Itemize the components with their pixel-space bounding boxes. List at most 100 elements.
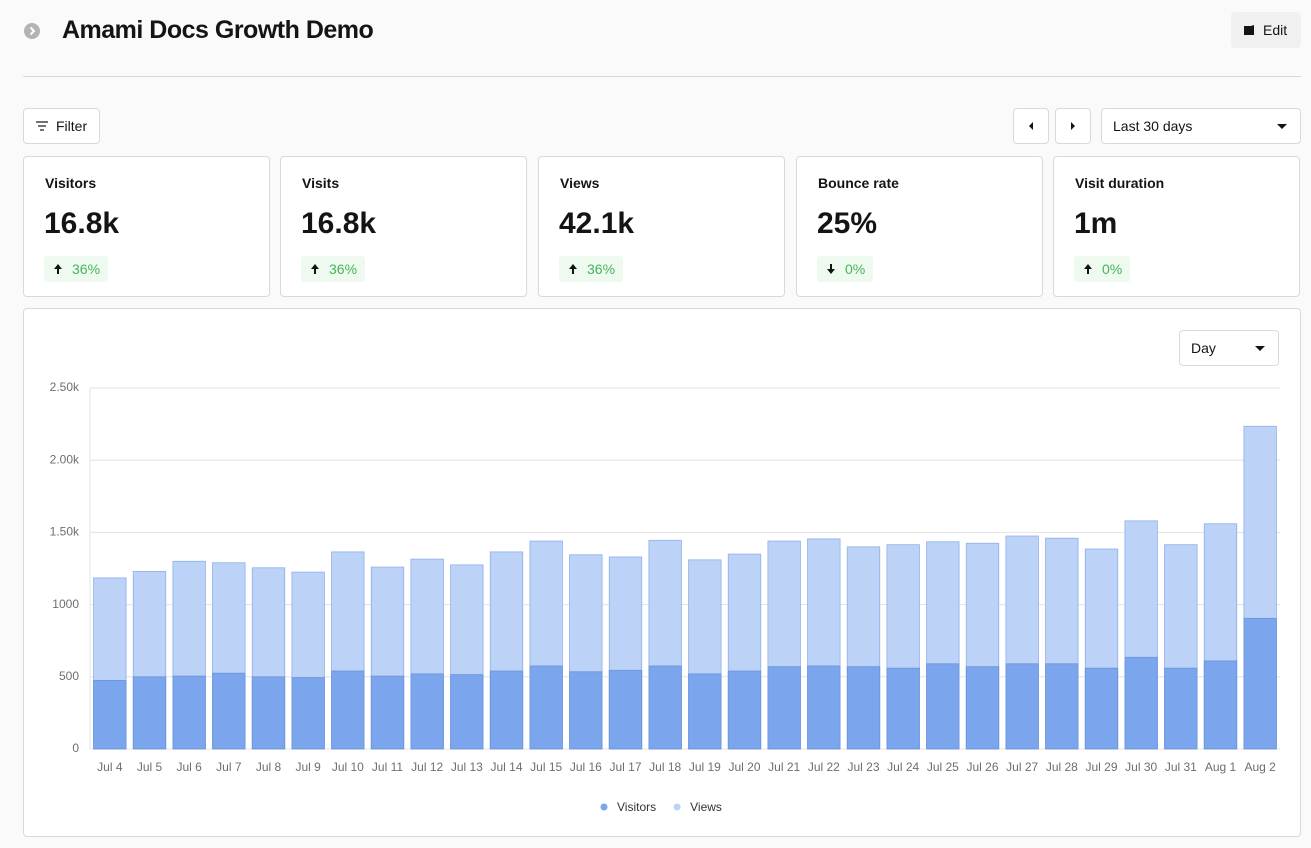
y-tick-label: 1000 xyxy=(52,597,79,611)
bar xyxy=(410,673,444,750)
x-tick-label: Jul 23 xyxy=(847,760,879,774)
x-tick-label: Jul 26 xyxy=(966,760,998,774)
page-title: Amami Docs Growth Demo xyxy=(62,16,374,44)
x-tick-label: Jul 4 xyxy=(97,760,123,774)
stat-value: 16.8k xyxy=(301,207,377,240)
unit-select[interactable]: Day xyxy=(1179,330,1279,366)
divider xyxy=(23,76,1301,77)
bar xyxy=(569,671,603,750)
x-tick-label: Jul 21 xyxy=(768,760,800,774)
x-tick-label: Jul 10 xyxy=(332,760,364,774)
x-tick-label: Jul 18 xyxy=(649,760,681,774)
stat-value: 25% xyxy=(817,207,878,240)
stat-card: Bounce rate 25% 0% xyxy=(796,156,1043,297)
y-tick-label: 0 xyxy=(72,741,79,755)
change-arrow xyxy=(311,264,319,274)
stat-change: 0% xyxy=(1074,256,1131,282)
y-tick-label: 2.00k xyxy=(50,452,80,466)
bar xyxy=(1045,663,1079,750)
x-tick-label: Aug 2 xyxy=(1244,760,1276,774)
bar xyxy=(926,663,960,750)
legend-label: Visitors xyxy=(617,800,656,814)
stat-change: 0% xyxy=(817,256,874,282)
bar xyxy=(846,666,881,750)
x-tick-label: Jul 6 xyxy=(176,760,202,774)
bar xyxy=(1243,617,1277,750)
x-tick-label: Jul 22 xyxy=(808,760,840,774)
bar xyxy=(965,666,1000,750)
x-tick-label: Jul 16 xyxy=(570,760,602,774)
x-tick-label: Jul 19 xyxy=(689,760,721,774)
stat-label: Visit duration xyxy=(1075,175,1165,191)
change-arrow xyxy=(54,264,62,274)
stat-card: Visit duration 1m 0% xyxy=(1053,156,1300,297)
x-tick-label: Aug 1 xyxy=(1205,760,1237,774)
change-arrow xyxy=(827,264,835,274)
edit-button[interactable]: Edit xyxy=(1231,12,1301,48)
legend-swatch xyxy=(673,803,681,811)
stat-label: Views xyxy=(560,175,600,191)
bar xyxy=(529,665,563,750)
change-value: 0% xyxy=(1102,261,1123,277)
change-arrow xyxy=(1084,264,1092,274)
filter-label: Filter xyxy=(56,118,88,134)
stat-value: 1m xyxy=(1074,207,1118,240)
bar xyxy=(291,677,325,750)
x-tick-label: Jul 20 xyxy=(728,760,760,774)
sidebar-toggle[interactable] xyxy=(23,22,41,40)
change-value: 36% xyxy=(587,261,616,277)
stat-change: 36% xyxy=(301,256,366,282)
x-tick-label: Jul 24 xyxy=(887,760,919,774)
bar xyxy=(251,676,286,750)
bar xyxy=(212,672,246,750)
stat-change: 36% xyxy=(559,256,624,282)
x-tick-label: Jul 31 xyxy=(1165,760,1197,774)
bar xyxy=(727,670,762,750)
x-tick-label: Jul 12 xyxy=(411,760,443,774)
stat-card: Visitors 16.8k 36% xyxy=(23,156,270,297)
stat-label: Bounce rate xyxy=(818,175,899,191)
change-value: 0% xyxy=(845,261,866,277)
x-tick-label: Jul 15 xyxy=(530,760,562,774)
unit-label: Day xyxy=(1191,340,1216,356)
bar xyxy=(1164,667,1198,750)
bar xyxy=(370,675,405,750)
next-button[interactable] xyxy=(1055,108,1091,144)
y-tick-label: 1.50k xyxy=(50,525,80,539)
edit-label: Edit xyxy=(1263,22,1288,38)
bar xyxy=(132,676,167,750)
legend-swatch xyxy=(600,803,608,811)
stat-card: Visits 16.8k 36% xyxy=(280,156,527,297)
x-tick-label: Jul 7 xyxy=(216,760,242,774)
x-tick-label: Jul 8 xyxy=(256,760,282,774)
change-value: 36% xyxy=(329,261,358,277)
bar xyxy=(688,673,722,750)
x-tick-label: Jul 30 xyxy=(1125,760,1157,774)
stat-value: 42.1k xyxy=(559,207,635,240)
stat-label: Visits xyxy=(302,175,340,191)
filter-button[interactable]: Filter xyxy=(23,108,100,144)
change-arrow xyxy=(569,264,577,274)
x-tick-label: Jul 14 xyxy=(490,760,522,774)
stat-change: 36% xyxy=(44,256,109,282)
chart: 0 500 1000 1.50k 2.00k 2.50k Jul 4 Jul 5 Jul 6 Ju… xyxy=(50,380,1280,814)
range-select[interactable]: Last 30 days xyxy=(1101,108,1301,144)
bar xyxy=(767,666,801,750)
prev-button[interactable] xyxy=(1013,108,1049,144)
x-tick-label: Jul 27 xyxy=(1006,760,1038,774)
bar xyxy=(1124,656,1158,750)
bar xyxy=(331,670,365,750)
bar xyxy=(450,674,484,750)
x-tick-label: Jul 29 xyxy=(1085,760,1117,774)
stat-label: Visitors xyxy=(45,175,97,191)
bar xyxy=(608,669,643,750)
x-tick-label: Jul 11 xyxy=(372,760,403,774)
stat-card: Views 42.1k 36% xyxy=(538,156,785,297)
x-tick-label: Jul 5 xyxy=(137,760,163,774)
bar xyxy=(648,665,682,750)
x-tick-label: Jul 28 xyxy=(1046,760,1078,774)
legend-label: Views xyxy=(690,800,722,814)
x-tick-label: Jul 17 xyxy=(609,760,641,774)
x-tick-label: Jul 25 xyxy=(927,760,959,774)
